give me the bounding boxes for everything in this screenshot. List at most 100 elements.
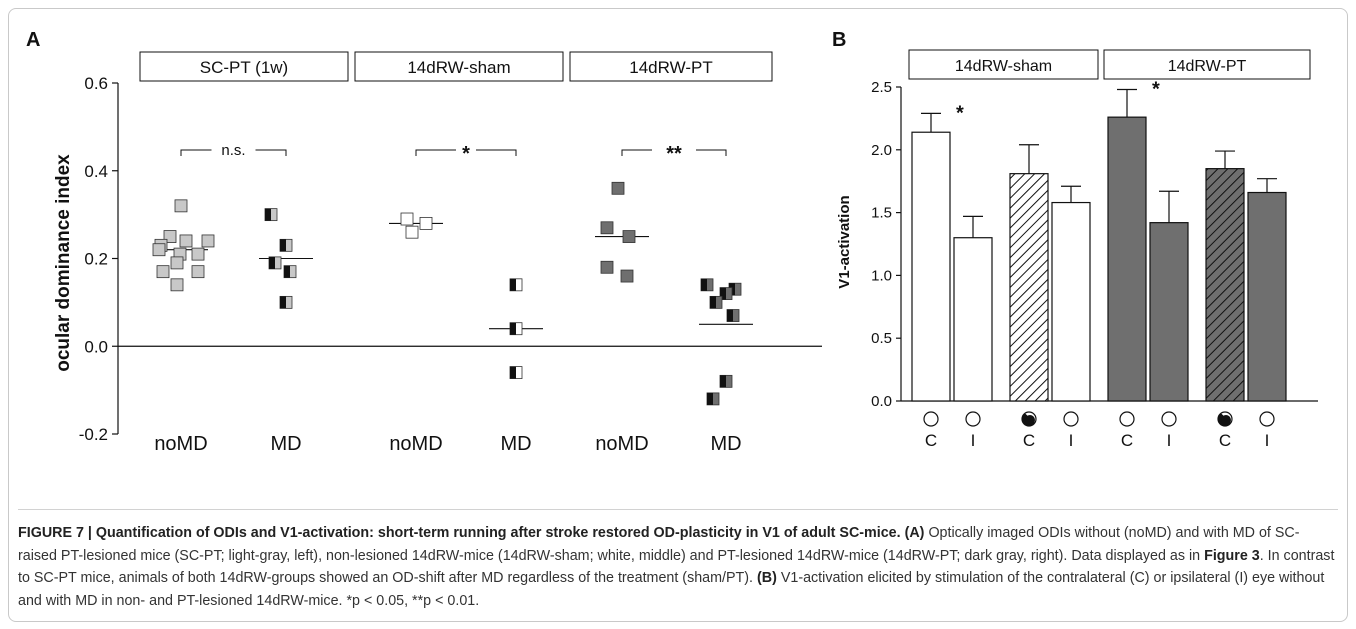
y-tick-label: 2.5 [871,79,892,96]
caption-panel-b-text: V1-activation elicited by stimulation of… [18,570,1325,609]
x-category-label: C [1121,431,1133,450]
data-point [509,366,523,379]
data-point [405,225,419,239]
data-point [726,309,740,322]
data-point [600,260,614,274]
panel-a-letter: A [26,29,40,51]
x-category-label: I [1069,431,1074,450]
data-point [156,265,170,279]
group-header-box [354,51,564,82]
data-point-square [191,247,205,261]
x-category-label: MD [500,433,531,455]
group-header-box [908,49,1099,80]
caption-area: FIGURE 7 | Quantification of ODIs and V1… [18,509,1338,612]
eye-open-icon [965,411,981,427]
data-point-half [707,392,713,405]
x-category-label: noMD [595,433,648,455]
data-point [719,287,733,301]
y-tick-label: 0.2 [84,250,108,269]
data-point-square [170,256,184,270]
bar [1149,222,1189,402]
panel-a-y-label: ocular dominance index [53,154,74,372]
bar [1107,116,1147,402]
significance-star: * [1152,79,1160,101]
data-point [700,278,714,292]
data-point [152,243,166,257]
bar [1051,201,1091,402]
panel-b-bar: V1-activation 2.5 2.0 1.5 1.0 0.5 0.0 14dRW-s… [836,49,1318,450]
bar [953,237,993,402]
group-header-label: 14dRW-sham [407,58,510,77]
caption-panel-a-text: Optically imaged ODIs without (noMD) and… [18,525,1300,564]
caption-panel-b-tag: (B) [756,570,777,586]
bar [1009,173,1049,402]
significance-bracket [476,149,517,156]
data-point [279,238,293,252]
eye-open-icon [923,411,939,427]
data-point-half [284,265,290,278]
data-point [283,265,297,279]
caption-panel-a-tag: (A) [904,525,925,541]
data-point-square [191,265,205,279]
data-point-half [280,239,286,252]
y-tick-label: 1.5 [871,205,892,222]
y-tick-label: 2.0 [871,142,892,159]
data-point [419,216,433,230]
data-point [611,181,625,195]
data-point [264,208,278,222]
significance-bracket [415,149,456,156]
x-category-label: C [1023,431,1035,450]
panel-b-y-label: V1-activation [836,195,853,288]
significance-bracket [255,149,287,156]
data-point [400,212,414,226]
eye-open-icon [1063,411,1079,427]
x-category-label: MD [270,433,301,455]
data-point [509,278,523,292]
eye-filled-icon [1217,411,1233,427]
data-point [509,322,523,336]
bar [1205,168,1245,402]
x-category-label: noMD [389,433,442,455]
eye-open-icon [1161,411,1177,427]
data-point [620,269,634,283]
data-point-square [152,243,166,257]
data-point [191,247,205,261]
significance-bracket [180,149,212,156]
panel-b-letter: B [832,29,846,51]
data-point-square [170,278,184,292]
data-point [174,199,188,213]
data-point [170,278,184,292]
data-point-half [510,278,516,291]
group-header-box [569,51,773,82]
data-point-square [611,181,625,195]
eye-marker-circle [1063,411,1079,427]
group-header-label: 14dRW-sham [955,58,1052,75]
data-point [719,374,733,388]
eye-marker-circle [965,411,981,427]
data-point [709,295,723,309]
bar [1247,191,1287,402]
data-point-square [405,225,419,239]
data-point-square [600,260,614,274]
y-tick-label: -0.2 [79,425,108,444]
y-tick-label: 0.0 [84,337,108,356]
x-category-label: C [925,431,937,450]
panel-a-scatter: ocular dominance index 0.60.40.20.0-0.2 … [53,51,822,455]
group-header-label: SC-PT (1w) [200,58,288,77]
x-category-label: C [1219,431,1231,450]
eye-marker-circle [1119,411,1135,427]
data-point-half [265,208,271,221]
eye-filled-icon [1021,411,1037,427]
significance-bracket [621,149,652,156]
significance-label: ** [666,143,682,165]
y-tick-label: 0.4 [84,162,108,181]
eye-marker-dot [1025,415,1035,425]
group-header-label: 14dRW-PT [629,58,712,77]
caption-figure-ref: Figure 3 [1204,547,1260,564]
data-point [622,230,636,243]
data-point-half [710,296,716,309]
eye-open-icon [1119,411,1135,427]
data-point-square [419,216,433,230]
data-point-square [620,269,634,283]
x-category-label: I [1265,431,1270,450]
